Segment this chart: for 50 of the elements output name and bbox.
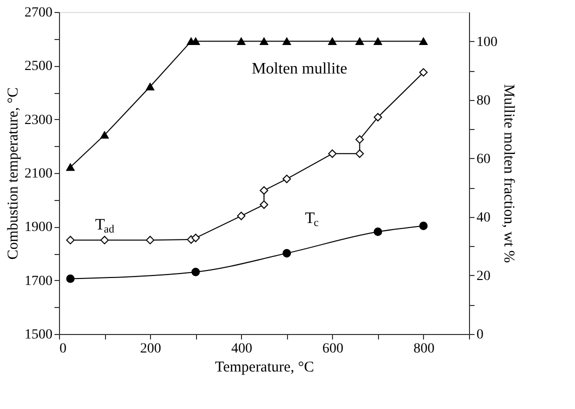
point [328,38,337,45]
point [100,131,109,139]
y-tick-label: 2100 [24,166,52,182]
y2-tick-label: 60 [476,152,490,167]
point [66,163,75,171]
y-tick-label: 1700 [24,274,52,289]
point [237,212,246,220]
point [237,38,246,45]
point [191,268,200,276]
point [355,135,364,144]
point [260,186,268,195]
y-tick-label: 2700 [24,6,52,20]
y-tick-label: 1900 [24,220,52,236]
point [419,222,428,230]
y-axis-title: Combustion temperature, °C [6,87,22,260]
point [355,149,364,158]
y-tick-label: 2500 [24,59,52,74]
x-tick-label: 0 [60,342,66,356]
y2-tick-label: 20 [476,268,490,284]
point [282,38,291,45]
y2-tick-label: 0 [476,328,484,342]
x-axis-title: Temperature, °C [214,360,314,376]
x-tick-label: 400 [231,342,252,356]
annotation: Molten mullite [252,60,348,78]
point [282,174,291,184]
x-tick-label: 600 [322,342,344,356]
point [191,234,200,242]
point [419,68,428,77]
point [355,38,364,45]
y2-axis-title: Mullite molten fraction, wt % [500,84,516,263]
point [260,200,268,209]
point [100,236,109,244]
y-tick-label: 1500 [24,328,52,342]
point [146,82,154,90]
point [374,228,382,236]
point [328,149,337,158]
x-tick-label: 200 [140,342,162,356]
point [419,38,428,45]
y2-tick-label: 80 [476,93,490,108]
y-tick-label: 2300 [24,112,52,128]
x-tick-label: 800 [413,342,434,356]
y2-tick-label: 40 [476,210,490,226]
point [66,274,75,283]
point [66,236,75,244]
point [260,38,268,45]
point [374,112,382,122]
y2-tick-label: 100 [476,34,498,50]
point [146,236,154,244]
point [374,38,382,45]
point [282,249,291,258]
